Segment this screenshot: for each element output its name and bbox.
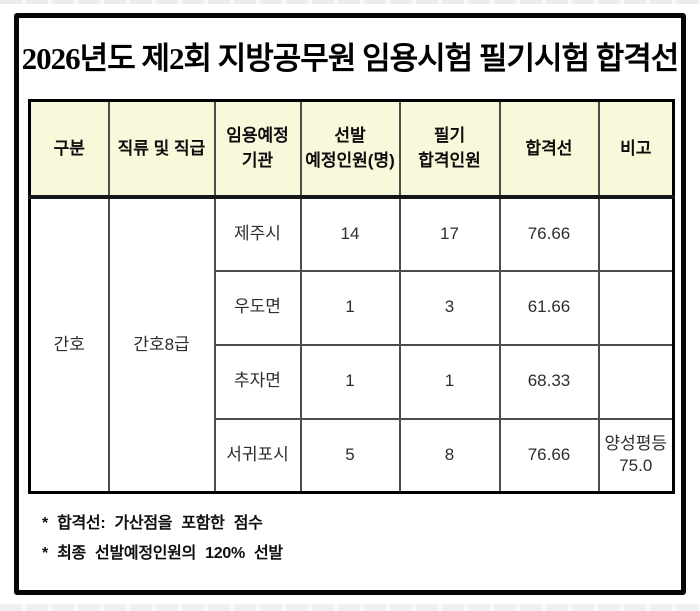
- cell-agency: 제주시: [213, 195, 302, 272]
- scan-edge-bottom: [0, 604, 700, 611]
- cell-agency: 추자면: [213, 343, 302, 420]
- cell-cutline: 68.33: [498, 343, 600, 420]
- cell-passed: 17: [398, 195, 501, 272]
- cell-category: 간호: [28, 195, 110, 494]
- cell-note: [597, 343, 675, 420]
- cell-planned: 5: [299, 417, 401, 494]
- table-header-row: 구분 직류 및 직급 임용예정 기관 선발 예정인원(명) 필기 합격인원 합격…: [28, 99, 675, 199]
- cell-planned: 1: [299, 343, 401, 420]
- header-agency: 임용예정 기관: [213, 99, 302, 199]
- results-table: 구분 직류 및 직급 임용예정 기관 선발 예정인원(명) 필기 합격인원 합격…: [28, 99, 675, 494]
- cell-series-grade: 간호8급: [107, 195, 216, 494]
- table-row: 우도면 1 3 61.66: [30, 269, 675, 346]
- cell-note: 양성평등 75.0: [597, 417, 675, 494]
- header-planned: 선발 예정인원(명): [299, 99, 401, 199]
- table-row: 추자면 1 1 68.33: [30, 343, 675, 420]
- footnotes: * 합격선: 가산점을 포함한 점수 * 최종 선발예정인원의 120% 선발: [42, 509, 681, 569]
- footnote-selection: * 최종 선발예정인원의 120% 선발: [42, 545, 283, 562]
- cell-cutline: 61.66: [498, 269, 600, 346]
- document-frame: 2026년도 제2회 지방공무원 임용시험 필기시험 합격선 구분 직류 및 직…: [14, 13, 686, 595]
- cell-passed: 3: [398, 269, 501, 346]
- cell-agency: 우도면: [213, 269, 302, 346]
- cell-note: [597, 269, 675, 346]
- cell-note: [597, 195, 675, 272]
- cell-planned: 1: [299, 269, 401, 346]
- header-note: 비고: [597, 99, 675, 199]
- header-category: 구분: [28, 99, 110, 199]
- cell-passed: 1: [398, 343, 501, 420]
- cell-cutline: 76.66: [498, 417, 600, 494]
- header-cutline: 합격선: [498, 99, 600, 199]
- footnote-cutline: * 합격선: 가산점을 포함한 점수: [42, 515, 263, 532]
- document-title: 2026년도 제2회 지방공무원 임용시험 필기시험 합격선: [21, 41, 680, 76]
- table-row: 서귀포시 5 8 76.66 양성평등 75.0: [30, 417, 675, 494]
- header-series-grade: 직류 및 직급: [107, 99, 216, 199]
- header-passed: 필기 합격인원: [398, 99, 501, 199]
- table-row: 간호 간호8급 제주시 14 17 76.66: [28, 195, 675, 494]
- cell-passed: 8: [398, 417, 501, 494]
- cell-planned: 14: [299, 195, 401, 272]
- cell-agency: 서귀포시: [213, 417, 302, 494]
- cell-cutline: 76.66: [498, 195, 600, 272]
- scan-edge-top: [0, 0, 700, 4]
